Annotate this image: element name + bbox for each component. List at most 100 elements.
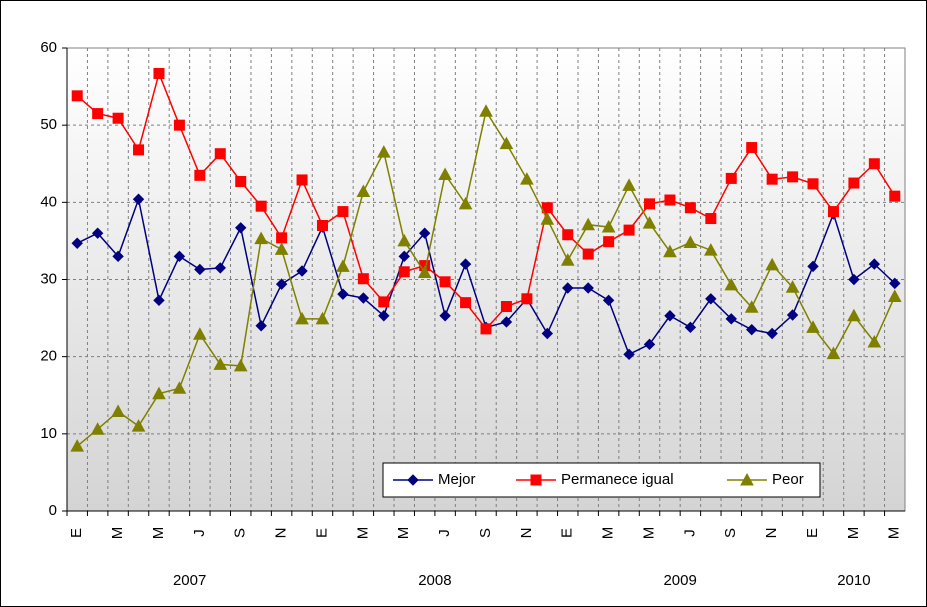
x-tick-label: E <box>68 528 85 538</box>
data-point <box>684 202 696 214</box>
year-label: 2009 <box>663 572 696 589</box>
y-tick-label: 20 <box>40 348 57 365</box>
data-point <box>683 235 698 248</box>
data-point <box>787 171 799 183</box>
y-tick-label: 10 <box>40 425 57 442</box>
data-point <box>785 280 800 293</box>
data-point <box>520 172 534 185</box>
x-tick-label: M <box>886 527 903 540</box>
data-point <box>868 158 880 170</box>
data-point <box>601 219 616 233</box>
data-point <box>480 323 492 335</box>
y-tick-label: 60 <box>40 39 57 56</box>
plot-area <box>66 47 906 512</box>
data-point <box>827 206 839 218</box>
data-point <box>560 253 575 266</box>
data-point <box>91 227 104 239</box>
x-tick-label: M <box>845 527 862 540</box>
data-point <box>378 310 390 322</box>
legend-marker <box>530 474 542 486</box>
x-tick-label: J <box>436 529 453 537</box>
data-point <box>378 296 390 308</box>
data-point <box>623 224 635 236</box>
data-point <box>296 265 308 277</box>
y-tick-label: 50 <box>40 116 57 133</box>
data-point <box>766 327 778 340</box>
x-tick-label: J <box>191 529 208 537</box>
data-point <box>664 194 676 206</box>
data-point <box>786 309 799 321</box>
data-point <box>131 419 146 432</box>
data-point <box>889 277 901 290</box>
x-tick-label: M <box>354 527 371 540</box>
data-point <box>664 310 676 322</box>
data-point <box>133 144 145 156</box>
data-point <box>889 190 901 202</box>
data-point <box>581 217 596 231</box>
data-point <box>622 178 636 191</box>
data-point <box>744 300 759 313</box>
x-tick-label: M <box>395 527 412 540</box>
data-point <box>398 266 410 278</box>
data-point <box>153 294 165 307</box>
data-point <box>173 119 185 131</box>
data-point <box>521 293 533 305</box>
data-point <box>235 222 247 234</box>
data-point <box>460 297 472 309</box>
x-tick-label: N <box>273 528 290 539</box>
data-point <box>418 227 431 239</box>
data-point <box>438 167 452 181</box>
data-point <box>582 282 594 294</box>
data-point <box>153 67 165 79</box>
year-label: 2007 <box>173 572 206 589</box>
data-point <box>315 311 330 325</box>
data-point <box>663 244 677 258</box>
data-point <box>500 316 513 328</box>
data-point <box>233 358 248 372</box>
data-point <box>417 265 432 279</box>
data-point <box>826 346 841 360</box>
data-point <box>71 237 83 249</box>
x-tick-label: M <box>640 527 657 540</box>
y-tick-label: 30 <box>40 270 57 287</box>
data-point <box>112 112 124 124</box>
data-point <box>602 294 615 307</box>
data-point <box>705 293 717 305</box>
data-point <box>71 90 83 102</box>
x-tick-label: N <box>518 528 535 539</box>
x-tick-label: M <box>150 527 167 540</box>
data-point <box>111 404 125 417</box>
data-point <box>766 173 778 185</box>
data-point <box>746 142 758 154</box>
data-point <box>92 108 104 120</box>
data-point <box>705 213 717 225</box>
data-point <box>357 292 370 304</box>
data-point <box>847 308 861 322</box>
data-point <box>603 236 615 248</box>
data-point <box>398 250 410 263</box>
data-point <box>194 169 206 181</box>
data-point <box>254 231 269 245</box>
data-point <box>562 229 574 241</box>
x-tick-label: M <box>109 527 126 540</box>
legend: Mejor Permanece igual Peor <box>382 462 821 498</box>
data-point <box>703 243 718 256</box>
x-tick-label: M <box>600 527 617 540</box>
data-point <box>623 348 635 361</box>
data-point <box>458 196 473 210</box>
data-point <box>274 242 289 255</box>
data-point <box>193 327 207 340</box>
data-point <box>439 276 451 288</box>
data-point <box>684 321 697 334</box>
data-point <box>459 258 472 270</box>
data-point <box>867 334 882 348</box>
data-point <box>255 320 267 332</box>
data-point <box>562 282 574 294</box>
data-point <box>725 172 737 184</box>
data-point <box>275 278 288 290</box>
data-point <box>479 104 493 117</box>
data-point <box>296 174 308 186</box>
data-point <box>255 200 267 212</box>
data-point <box>357 273 369 285</box>
y-tick-label: 0 <box>49 502 57 519</box>
